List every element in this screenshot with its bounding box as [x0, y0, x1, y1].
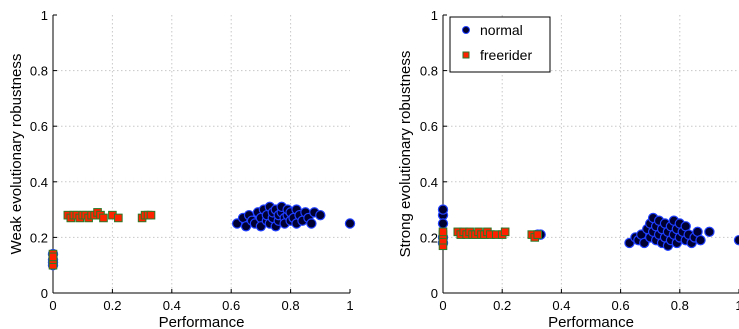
- x-tick-label: 0.4: [163, 298, 181, 313]
- normal-point: [437, 218, 449, 229]
- x-axis-title: Performance: [548, 314, 634, 329]
- x-tick-label: 0: [439, 298, 446, 313]
- freerider-point: [438, 227, 448, 237]
- x-tick-label: 0.8: [282, 298, 300, 313]
- y-axis-title: Strong evolutionary robustness: [397, 51, 414, 258]
- x-tick-label: 0.4: [552, 298, 570, 313]
- legend-marker-normal: [462, 26, 470, 34]
- y-tick-label: 0: [41, 286, 48, 301]
- plot-2: 0 0.2 0.4 0.6 0.8 1 0 0.2 0.4 0.6 0.8 1 Performance S…: [397, 8, 739, 329]
- x-tick-label: 1: [735, 298, 739, 313]
- x-tick-label: 0.8: [671, 298, 689, 313]
- normal-point: [315, 209, 326, 221]
- x-tick-label: 0.6: [612, 298, 630, 313]
- y-axis-title: Weak evolutionary robustness: [8, 54, 25, 255]
- y-tick-label: 0.4: [420, 175, 438, 190]
- normal-point: [437, 204, 449, 215]
- series-normal: [437, 204, 739, 251]
- x-tick-label: 0.2: [493, 298, 511, 313]
- normal-point: [306, 218, 317, 229]
- normal-point: [695, 234, 706, 246]
- y-tick-label: 0.4: [30, 175, 48, 190]
- normal-point: [344, 218, 356, 229]
- legend-marker-freerider: [462, 51, 470, 59]
- legend-label-normal: normal: [480, 22, 523, 38]
- x-axis-title: Performance: [159, 314, 245, 329]
- y-tick-label: 0.2: [420, 230, 438, 245]
- freerider-point: [99, 213, 108, 223]
- normal-point: [733, 234, 739, 246]
- freerider-point: [146, 210, 156, 220]
- x-tick-label: 0: [49, 298, 56, 313]
- legend: normal freerider: [449, 16, 551, 73]
- normal-point: [704, 226, 715, 238]
- x-tick-label: 0.6: [222, 298, 240, 313]
- freerider-point: [500, 227, 510, 237]
- x-tick-label: 1: [346, 298, 353, 313]
- y-tick-label: 1: [41, 8, 48, 23]
- y-tick-label: 0: [431, 286, 438, 301]
- y-tick-label: 0.6: [420, 119, 438, 134]
- freerider-point: [114, 213, 123, 223]
- y-tick-label: 1: [431, 8, 438, 23]
- legend-label-freerider: freerider: [480, 47, 532, 63]
- y-tick-label: 0.8: [420, 64, 438, 79]
- y-tick-label: 0.8: [30, 64, 48, 79]
- series-freerider: [438, 227, 543, 251]
- y-tick-label: 0.6: [30, 119, 48, 134]
- x-tick-label: 0.2: [103, 298, 121, 313]
- freerider-point: [48, 252, 58, 262]
- plot-1: 0 0.2 0.4 0.6 0.8 1 0 0.2 0.4 0.6 0.8 1 Performance W…: [8, 8, 356, 329]
- freerider-point: [533, 230, 543, 239]
- series-freerider: [48, 208, 156, 270]
- y-tick-label: 0.2: [30, 230, 48, 245]
